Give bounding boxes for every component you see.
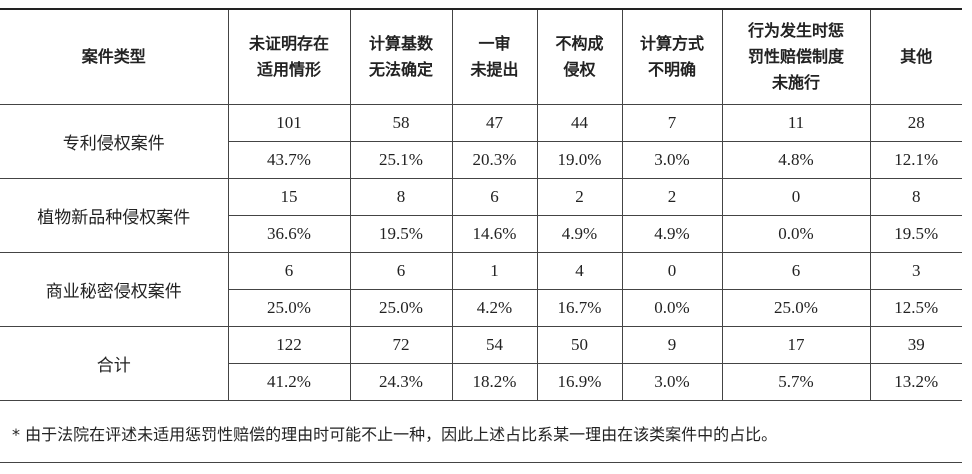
table: 案件类型 未证明存在 适用情形 计算基数 无法确定 一审 未提出 不构成 侵权 计算方式 不明确 行为… [0, 8, 962, 401]
percent-cell: 4.9% [536, 215, 623, 253]
percent-cell: 14.6% [451, 215, 538, 253]
percent-cell: 25.0% [721, 289, 871, 327]
percent-cell: 3.0% [621, 363, 723, 401]
count-row: 合计 122 72 54 50 9 17 39 [0, 326, 962, 401]
percent-cell: 12.5% [869, 289, 962, 327]
header-cell: 行为发生时惩 罚性赔偿制度 未施行 [721, 8, 871, 105]
header-text: 无法确定 [368, 60, 433, 79]
table-wrap: 案件类型 未证明存在 适用情形 计算基数 无法确定 一审 未提出 不构成 侵权 计算方式 不明确 行为… [0, 8, 962, 401]
count-cell: 6 [349, 252, 453, 290]
count-cell: 72 [349, 326, 453, 364]
header-text: 侵权 [563, 60, 596, 79]
count-cell: 58 [349, 104, 453, 142]
percent-cell: 20.3% [451, 141, 538, 179]
count-cell: 54 [451, 326, 538, 364]
count-cell: 50 [536, 326, 623, 364]
percent-cell: 16.7% [536, 289, 623, 327]
count-row: 专利侵权案件 101 58 47 44 7 11 28 [0, 104, 962, 179]
header-text: 行为发生时惩 [747, 21, 844, 40]
count-cell: 0 [721, 178, 871, 216]
header-cell: 不构成 侵权 [536, 8, 623, 105]
percent-row: 36.6% 19.5% 14.6% 4.9% 4.9% 0.0% 19.5% [0, 215, 962, 253]
count-cell: 15 [227, 178, 351, 216]
percent-cell: 19.0% [536, 141, 623, 179]
percent-cell: 4.9% [621, 215, 723, 253]
percent-cell: 43.7% [228, 141, 351, 179]
header-text: 罚性赔偿制度 [747, 47, 844, 66]
count-cell: 4 [536, 252, 623, 290]
percent-cell: 12.1% [869, 141, 962, 179]
header-text: 计算方式 [639, 34, 704, 53]
percent-cell: 16.9% [536, 363, 623, 401]
percent-row: 41.2% 24.3% 18.2% 16.9% 3.0% 5.7% 13.2% [0, 363, 962, 401]
count-cell: 44 [536, 104, 623, 142]
count-cell: 6 [227, 252, 351, 290]
count-cell: 8 [349, 178, 453, 216]
bottom-rule [0, 462, 962, 463]
count-cell: 8 [869, 178, 962, 216]
count-row: 商业秘密侵权案件 6 6 1 4 0 6 3 [0, 252, 962, 327]
header-cell: 其他 [869, 8, 962, 105]
percent-cell: 36.6% [228, 215, 351, 253]
case-type: 专利侵权案件 [0, 104, 229, 179]
percent-cell: 41.2% [228, 363, 351, 401]
count-cell: 3 [869, 252, 962, 290]
percent-cell: 5.7% [721, 363, 871, 401]
count-cell: 6 [721, 252, 871, 290]
percent-cell: 18.2% [451, 363, 538, 401]
header-text: 案件类型 [81, 47, 146, 66]
count-cell: 1 [451, 252, 538, 290]
count-cell: 0 [621, 252, 723, 290]
percent-cell: 4.8% [721, 141, 871, 179]
percent-cell: 25.0% [228, 289, 351, 327]
count-cell: 17 [721, 326, 871, 364]
header-cell: 案件类型 [0, 8, 229, 105]
count-cell: 11 [721, 104, 871, 142]
case-type: 商业秘密侵权案件 [0, 252, 229, 327]
percent-cell: 19.5% [349, 215, 453, 253]
count-cell: 2 [536, 178, 623, 216]
header-text: 未证明存在 [248, 34, 329, 53]
count-cell: 101 [227, 104, 351, 142]
header-text: 未提出 [470, 60, 519, 79]
header-text: 不构成 [555, 34, 604, 53]
count-cell: 7 [621, 104, 723, 142]
header-text: 未施行 [771, 73, 820, 92]
header-text: 不明确 [647, 60, 696, 79]
percent-cell: 0.0% [621, 289, 723, 327]
count-cell: 122 [227, 326, 351, 364]
percent-cell: 19.5% [869, 215, 962, 253]
count-cell: 9 [621, 326, 723, 364]
percent-cell: 13.2% [869, 363, 962, 401]
header-row: 案件类型 未证明存在 适用情形 计算基数 无法确定 一审 未提出 不构成 侵权 计算方式 不明确 行为… [0, 8, 962, 105]
percent-cell: 25.1% [349, 141, 453, 179]
count-cell: 28 [869, 104, 962, 142]
percent-cell: 3.0% [621, 141, 723, 179]
percent-cell: 4.2% [451, 289, 538, 327]
percent-cell: 0.0% [721, 215, 871, 253]
count-row: 植物新品种侵权案件 15 8 6 2 2 0 8 [0, 178, 962, 253]
header-cell: 计算基数 无法确定 [349, 8, 453, 105]
table-head: 案件类型 未证明存在 适用情形 计算基数 无法确定 一审 未提出 不构成 侵权 计算方式 不明确 行为… [0, 8, 962, 105]
case-type: 合计 [0, 326, 229, 401]
table-body: 专利侵权案件 101 58 47 44 7 11 28 43.7% 25.1% 20.3% 19.0%… [0, 104, 962, 401]
header-text: 一审 [478, 34, 511, 53]
percent-cell: 24.3% [349, 363, 453, 401]
header-cell: 一审 未提出 [451, 8, 538, 105]
header-cell: 未证明存在 适用情形 [227, 8, 351, 105]
header-text: 计算基数 [368, 34, 433, 53]
header-cell: 计算方式 不明确 [621, 8, 723, 105]
case-type: 植物新品种侵权案件 [0, 178, 229, 253]
percent-cell: 25.0% [349, 289, 453, 327]
count-cell: 39 [869, 326, 962, 364]
header-text: 其他 [900, 47, 933, 66]
count-cell: 47 [451, 104, 538, 142]
header-text: 适用情形 [256, 60, 321, 79]
count-cell: 2 [621, 178, 723, 216]
footnote: * 由于法院在评述未适用惩罚性赔偿的理由时可能不止一种，因此上述占比系某一理由在… [12, 425, 778, 444]
count-cell: 6 [451, 178, 538, 216]
